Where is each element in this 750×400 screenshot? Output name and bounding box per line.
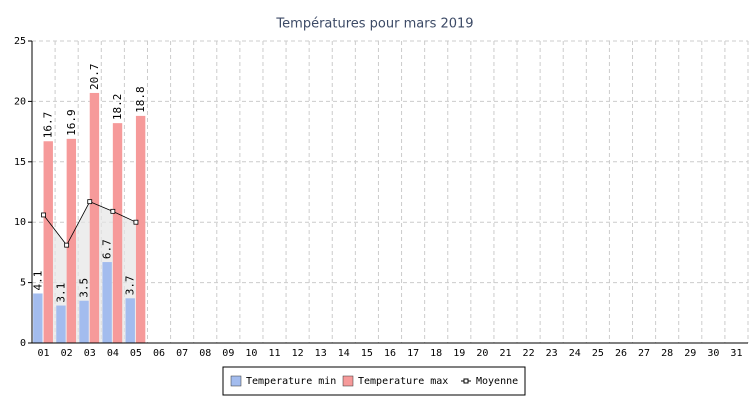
x-tick-label: 16 <box>384 348 396 359</box>
legend-marker <box>463 378 469 384</box>
grid <box>32 40 749 343</box>
bar <box>79 300 89 343</box>
x-tick-label: 17 <box>407 348 419 359</box>
bar <box>89 92 100 343</box>
x-tick-label: 27 <box>638 348 650 359</box>
line-point <box>133 219 139 225</box>
x-tick-label: 31 <box>730 348 742 359</box>
x-tick-label: 30 <box>707 348 719 359</box>
value-label: 16.7 <box>42 112 55 139</box>
value-label: 4.1 <box>31 271 44 291</box>
x-tick-label: 14 <box>338 348 350 359</box>
value-label: 18.8 <box>134 86 147 113</box>
y-tick-label: 5 <box>20 278 26 289</box>
legend-box <box>222 366 526 396</box>
legend-label: Moyenne <box>476 376 518 387</box>
value-label: 20.7 <box>88 63 101 90</box>
line-point <box>110 208 116 214</box>
x-tick-label: 20 <box>476 348 488 359</box>
legend-label: Temperature max <box>358 376 448 387</box>
bar <box>66 138 77 343</box>
x-tick-label: 11 <box>268 348 280 359</box>
legend-swatch <box>230 375 242 387</box>
x-tick-label: 07 <box>176 348 188 359</box>
value-label: 18.2 <box>111 94 124 121</box>
x-tick-label: 12 <box>292 348 304 359</box>
x-tick-label: 06 <box>153 348 165 359</box>
x-tick-label: 05 <box>130 348 142 359</box>
value-label: 3.1 <box>54 283 67 303</box>
y-tick-label: 10 <box>14 217 26 228</box>
x-tick-label: 03 <box>84 348 96 359</box>
x-tick-label: 19 <box>453 348 465 359</box>
bar <box>102 262 112 343</box>
x-tick-label: 08 <box>199 348 211 359</box>
x-tick-label: 26 <box>615 348 627 359</box>
line-point <box>87 199 93 205</box>
x-tick-label: 23 <box>546 348 558 359</box>
line-point <box>41 212 46 218</box>
bar <box>112 123 123 343</box>
x-tick-label: 22 <box>523 348 535 359</box>
y-tick-label: 0 <box>20 338 26 349</box>
bar <box>135 115 146 343</box>
x-tick-label: 04 <box>107 348 119 359</box>
y-tick-label: 20 <box>14 96 26 107</box>
x-tick-label: 29 <box>684 348 696 359</box>
value-label: 6.7 <box>101 239 114 259</box>
y-tick-label: 15 <box>14 157 26 168</box>
x-tick-label: 01 <box>38 348 50 359</box>
bar <box>125 298 135 343</box>
line-point <box>64 242 70 248</box>
value-label: 16.9 <box>65 109 78 136</box>
legend-label: Temperature min <box>246 376 336 387</box>
x-tick-label: 25 <box>592 348 604 359</box>
x-tick-label: 24 <box>569 348 581 359</box>
legend-swatch <box>342 375 354 387</box>
x-tick-label: 18 <box>430 348 442 359</box>
y-tick-label: 25 <box>14 36 26 47</box>
value-label: 3.5 <box>78 278 91 298</box>
x-tick-label: 09 <box>222 348 234 359</box>
chart-title: Températures pour mars 2019 <box>275 17 473 32</box>
value-label: 3.7 <box>124 275 137 295</box>
x-tick-label: 10 <box>245 348 257 359</box>
x-tick-label: 02 <box>61 348 73 359</box>
bar <box>56 305 66 343</box>
bar <box>33 293 43 343</box>
x-tick-label: 28 <box>661 348 673 359</box>
x-tick-label: 21 <box>499 348 511 359</box>
bar <box>43 141 53 343</box>
x-tick-label: 15 <box>361 348 373 359</box>
x-tick-label: 13 <box>315 348 327 359</box>
